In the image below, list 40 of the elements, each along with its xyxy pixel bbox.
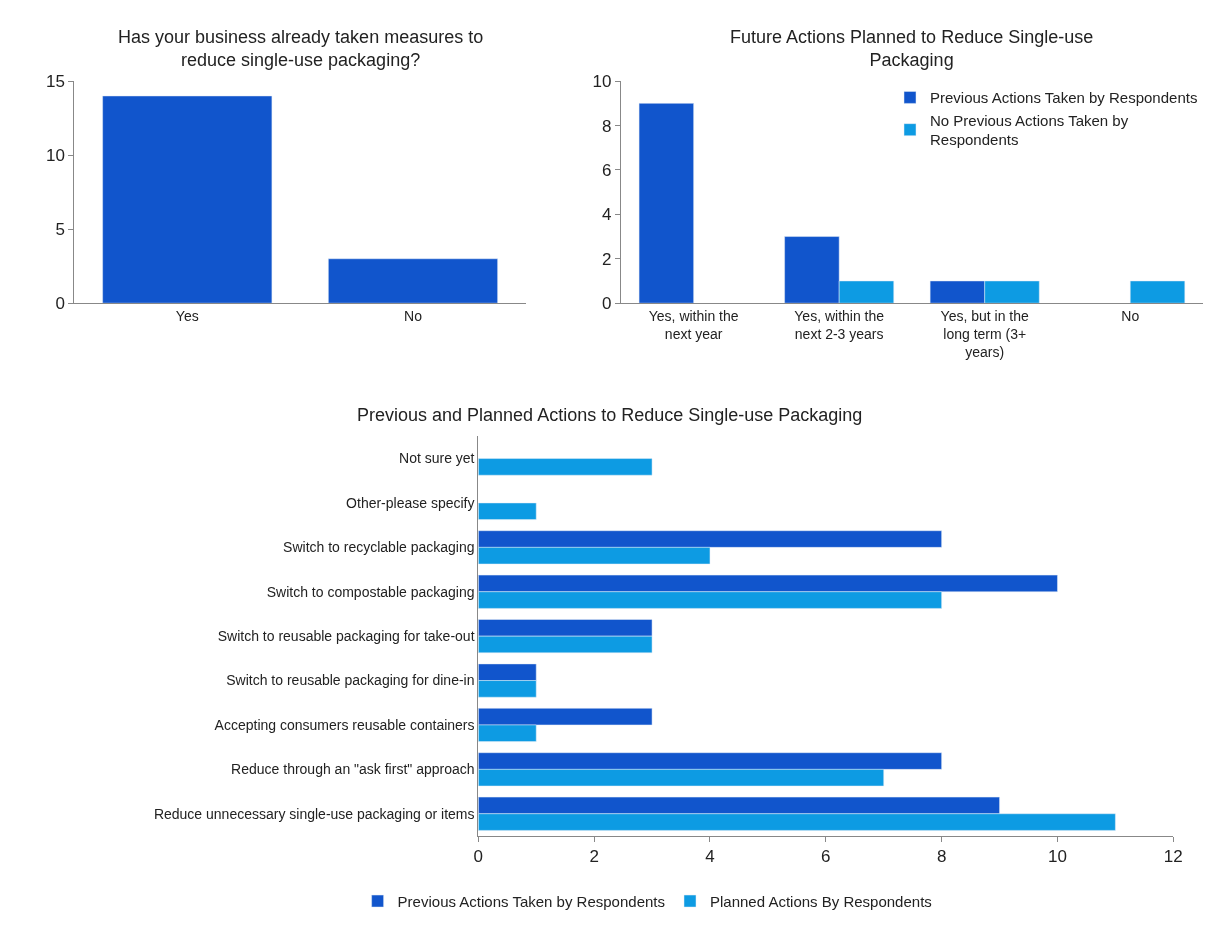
y-tick-label: Switch to compostable packaging	[266, 583, 475, 600]
y-tick-label: Accepting consumers reusable containers	[214, 716, 475, 733]
x-tick-label: Yes, within the next year	[648, 307, 739, 343]
x-tick-label: 10	[1048, 847, 1067, 867]
x-tick-label: No	[1121, 307, 1140, 324]
legend-label: Previous Actions Taken by Respondents	[397, 892, 665, 910]
x-tick-label: 6	[821, 847, 831, 867]
legend-label: Previous Actions Taken by Respondents	[930, 89, 1198, 107]
y-tick-label: 10	[46, 146, 65, 166]
x-tick-label: 12	[1163, 847, 1183, 867]
y-tick-label: Other-please specify	[346, 494, 475, 511]
bar	[1129, 280, 1186, 304]
legend-label: Planned Actions By Respondents	[710, 892, 932, 910]
y-tick-label: 6	[602, 160, 612, 180]
bar	[478, 458, 653, 476]
bar	[478, 502, 537, 520]
y-tick-label: Not sure yet	[399, 450, 475, 467]
chart-title: Previous and Planned Actions to Reduce Single-use Packaging	[357, 405, 863, 425]
legend-label: No Previous Actions Taken by Respondents	[930, 111, 1129, 149]
x-tick-label: Yes, within the next 2-3 years	[794, 307, 885, 343]
y-tick-label: Reduce unnecessary single-use packaging or items	[153, 805, 475, 822]
y-tick-label: 8	[602, 116, 612, 136]
x-tick-label: Yes, but in the long term (3+ years)	[940, 307, 1030, 361]
y-tick-label: Switch to recyclable packaging	[283, 539, 475, 556]
y-tick-label: 15	[46, 72, 65, 92]
y-tick-label: Reduce through an "ask first" approach	[231, 761, 475, 778]
bar	[638, 103, 694, 304]
y-tick-label: 10	[592, 72, 612, 92]
chart-title: Future Actions Planned to Reduce Single-use Packaging	[730, 27, 1094, 71]
y-tick-label: Switch to reusable packaging for dine-in	[226, 672, 475, 689]
x-tick-label: 2	[589, 847, 599, 867]
x-tick-label: 8	[936, 847, 947, 867]
chart-title: Has your business already taken measures to reduce single-use packaging?	[118, 27, 484, 71]
y-tick-label: 2	[602, 249, 612, 269]
y-tick-label: Switch to reusable packaging for take-out	[217, 628, 475, 645]
y-tick-label: 5	[55, 220, 65, 240]
y-tick-label: 4	[602, 205, 612, 225]
x-tick-label: 4	[705, 847, 715, 867]
x-tick-label: No	[404, 307, 423, 324]
x-tick-label: Yes	[175, 307, 199, 324]
